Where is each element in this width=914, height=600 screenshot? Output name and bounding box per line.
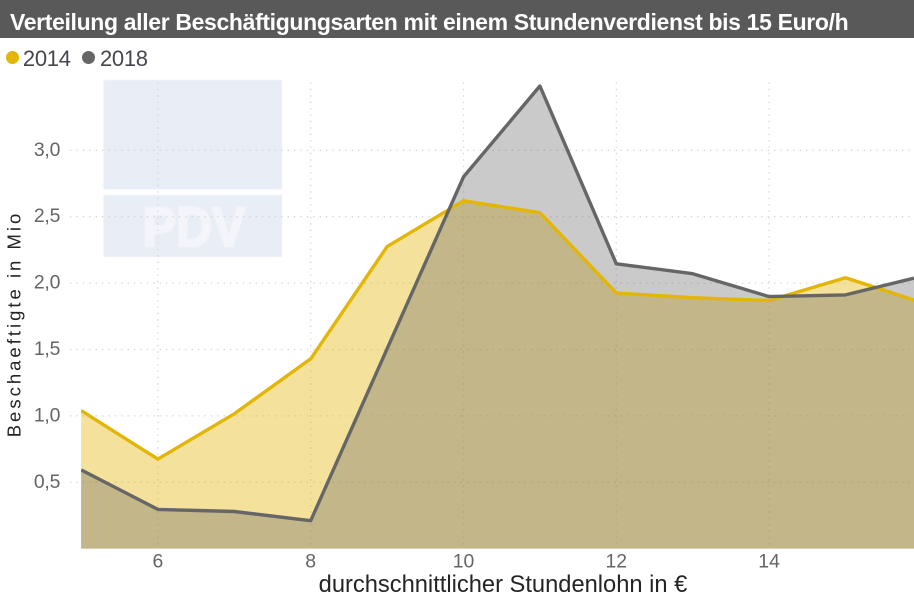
svg-text:1,0: 1,0 bbox=[34, 404, 61, 426]
svg-text:1,5: 1,5 bbox=[34, 338, 60, 360]
svg-text:12: 12 bbox=[606, 550, 628, 572]
svg-text:3,0: 3,0 bbox=[34, 139, 61, 161]
svg-text:Beschaeftigte in Mio: Beschaeftigte in Mio bbox=[3, 211, 24, 438]
svg-text:2,0: 2,0 bbox=[34, 272, 61, 294]
svg-text:8: 8 bbox=[305, 550, 316, 572]
svg-text:2,5: 2,5 bbox=[34, 205, 60, 227]
svg-text:durchschnittlicher Stundenlohn: durchschnittlicher Stundenlohn in € bbox=[319, 572, 688, 598]
svg-text:6: 6 bbox=[153, 550, 164, 572]
svg-text:14: 14 bbox=[758, 550, 780, 572]
svg-text:0,5: 0,5 bbox=[34, 471, 60, 493]
svg-text:PDV: PDV bbox=[143, 195, 246, 258]
svg-text:10: 10 bbox=[453, 550, 475, 572]
